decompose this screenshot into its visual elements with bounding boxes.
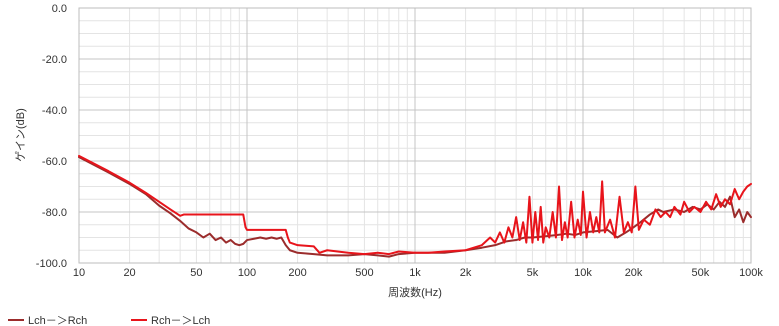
plot-area-frame: [78, 7, 752, 264]
y-tick-label: -20.0: [42, 54, 67, 66]
x-tick-label: 50k: [692, 267, 710, 279]
legend-label-lch-rch: Lch－＞Rch: [28, 315, 87, 326]
x-tick-label: 100k: [739, 267, 763, 279]
y-tick-label: -80.0: [42, 207, 67, 219]
x-tick-label: 1k: [409, 267, 421, 279]
y-axis-title: ゲイン(dB): [14, 108, 27, 162]
x-tick-label: 2k: [460, 267, 472, 279]
y-tick-label: -100.0: [36, 258, 67, 270]
x-tick-label: 10k: [574, 267, 592, 279]
y-tick-label: 0.0: [52, 3, 67, 15]
x-axis-title: 周波数(Hz): [388, 286, 442, 299]
x-tick-label: 20k: [625, 267, 643, 279]
legend: Lch－＞Rch Rch－＞Lch: [8, 315, 210, 326]
x-axis-tick-labels: 10 20 50 100 200 500 1k 2k 5k 10k 20k 50k 100k: [73, 267, 764, 279]
y-axis-tick-labels: 0.0 -20.0 -40.0 -60.0 -80.0 -100.0: [36, 3, 67, 270]
series-line-rch-lch: [78, 154, 752, 256]
x-tick-label: 50: [190, 267, 202, 279]
legend-label-rch-lch: Rch－＞Lch: [151, 315, 210, 326]
series-layer: [78, 154, 752, 258]
x-tick-label: 500: [355, 267, 373, 279]
x-tick-label: 100: [238, 267, 256, 279]
y-tick-label: -40.0: [42, 105, 67, 117]
x-tick-label: 20: [123, 267, 135, 279]
x-tick-label: 5k: [527, 267, 539, 279]
y-tick-label: -60.0: [42, 156, 67, 168]
x-tick-label: 10: [73, 267, 85, 279]
x-tick-label: 200: [288, 267, 306, 279]
